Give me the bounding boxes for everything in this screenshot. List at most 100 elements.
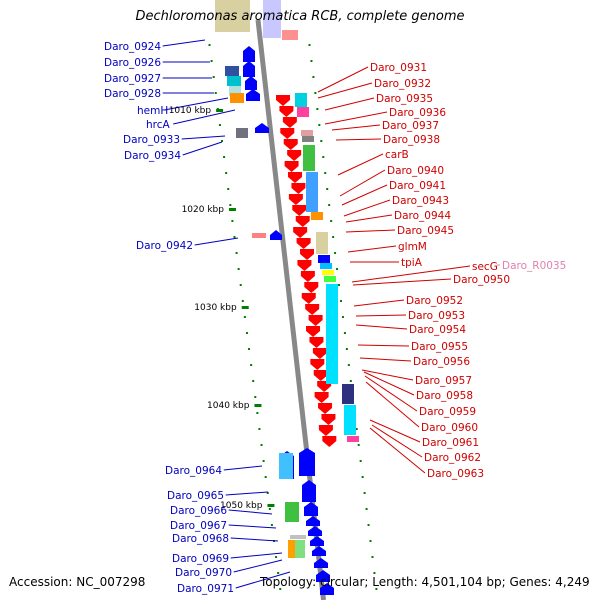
gene-label-right: Daro_0938 xyxy=(383,134,440,146)
gene-label-right: Daro_0932 xyxy=(374,78,431,90)
feature-block xyxy=(320,263,332,269)
tick-dot xyxy=(318,124,321,126)
tick-dot xyxy=(310,60,313,62)
forward-gene xyxy=(310,536,324,546)
tick-dot xyxy=(316,108,319,110)
feature-block xyxy=(303,145,315,171)
reverse-gene xyxy=(288,172,303,183)
gene-label-right: Daro_0945 xyxy=(397,225,454,237)
gene-label-right: Daro_0935 xyxy=(376,93,433,105)
gene-label-right: Daro_0950 xyxy=(453,274,510,286)
feature-block xyxy=(285,502,299,522)
tick-dot xyxy=(212,76,215,78)
reverse-gene xyxy=(284,161,299,172)
reverse-gene xyxy=(318,403,333,414)
feature-block xyxy=(326,284,338,384)
scale-tick xyxy=(267,504,275,507)
tick-dot xyxy=(371,556,374,558)
gene-label-left: Daro_0968 xyxy=(172,533,229,545)
feature-block xyxy=(230,93,244,103)
scale-label: 1030 kbp xyxy=(194,303,237,313)
leader-line xyxy=(324,97,375,111)
tick-dot xyxy=(233,236,236,238)
gene-label-left: hemH xyxy=(137,105,168,117)
leader-line xyxy=(228,524,277,529)
reverse-gene xyxy=(291,183,306,194)
gene-label-left: Daro_0942 xyxy=(136,240,193,252)
gene-label-left: Daro_0928 xyxy=(104,88,161,100)
reverse-gene xyxy=(322,436,337,447)
reverse-gene xyxy=(306,326,321,337)
reverse-gene xyxy=(321,414,336,425)
reverse-gene xyxy=(293,227,308,238)
tick-dot xyxy=(308,44,311,46)
tick-dot xyxy=(262,460,265,462)
tick-dot xyxy=(260,444,263,446)
leader-line xyxy=(317,82,373,99)
tick-dot xyxy=(279,588,282,590)
gene-label-left: Daro_0965 xyxy=(167,490,224,502)
leader-line xyxy=(317,66,369,93)
gene-label-right: Daro_0955 xyxy=(411,341,468,353)
feature-block xyxy=(225,66,239,76)
reverse-gene xyxy=(313,370,328,381)
leader-line xyxy=(355,314,407,317)
tick-dot xyxy=(373,572,376,574)
tick-dot xyxy=(248,348,251,350)
tick-dot xyxy=(223,156,226,158)
gene-label-right: Daro_0963 xyxy=(427,468,484,480)
tick-dot xyxy=(312,76,315,78)
tick-dot xyxy=(231,220,234,222)
feature-block xyxy=(322,270,334,275)
gene-block xyxy=(263,0,281,38)
gene-label-right: Daro_0936 xyxy=(389,107,446,119)
feature-block xyxy=(252,233,266,238)
feature-block xyxy=(227,76,241,86)
scale-label: 1010 kbp xyxy=(169,106,212,116)
tick-dot xyxy=(328,204,331,206)
leader-line xyxy=(345,214,393,223)
leader-layer xyxy=(162,39,500,589)
tick-dot xyxy=(218,124,221,126)
reverse-gene xyxy=(300,271,315,282)
tick-dot xyxy=(210,60,213,62)
tick-dot xyxy=(338,284,341,286)
tick-dot xyxy=(361,476,364,478)
gene-label-right: secG xyxy=(472,261,498,273)
label-layer: 1010 kbp 1020 kbp 1030 kbp 1040 kbp 1050 kbp… xyxy=(104,41,566,595)
leader-line xyxy=(324,111,388,125)
tick-dot xyxy=(339,300,342,302)
leader-line xyxy=(341,184,388,206)
reverse-gene xyxy=(312,348,327,359)
gene-label-right: Daro_0953 xyxy=(408,310,465,322)
leader-line xyxy=(223,465,263,471)
tick-dot xyxy=(345,348,348,350)
gene-label-right: Daro_0956 xyxy=(413,356,470,368)
scale-tick xyxy=(228,208,236,211)
tick-dot xyxy=(268,508,271,510)
reverse-gene xyxy=(280,128,295,139)
gene-label-right: Daro_0941 xyxy=(389,180,446,192)
leader-line xyxy=(173,109,236,125)
leader-line xyxy=(162,39,206,47)
tick-dot xyxy=(357,444,360,446)
tick-dot xyxy=(330,220,333,222)
leader-line xyxy=(351,265,471,283)
leader-line xyxy=(182,141,223,156)
tick-dot xyxy=(332,236,335,238)
tick-dot xyxy=(225,172,228,174)
leader-line xyxy=(357,344,410,347)
leader-line xyxy=(359,357,412,362)
leader-line xyxy=(369,427,426,474)
tick-dot xyxy=(336,268,339,270)
reverse-gene xyxy=(300,249,315,260)
leader-line xyxy=(347,245,397,253)
gene-label-left: Daro_0924 xyxy=(104,41,161,53)
forward-gene xyxy=(245,76,257,90)
gene-label-right: Daro_0944 xyxy=(394,210,451,222)
tick-dot xyxy=(341,316,344,318)
reverse-gene xyxy=(282,117,297,128)
reverse-gene xyxy=(305,304,320,315)
